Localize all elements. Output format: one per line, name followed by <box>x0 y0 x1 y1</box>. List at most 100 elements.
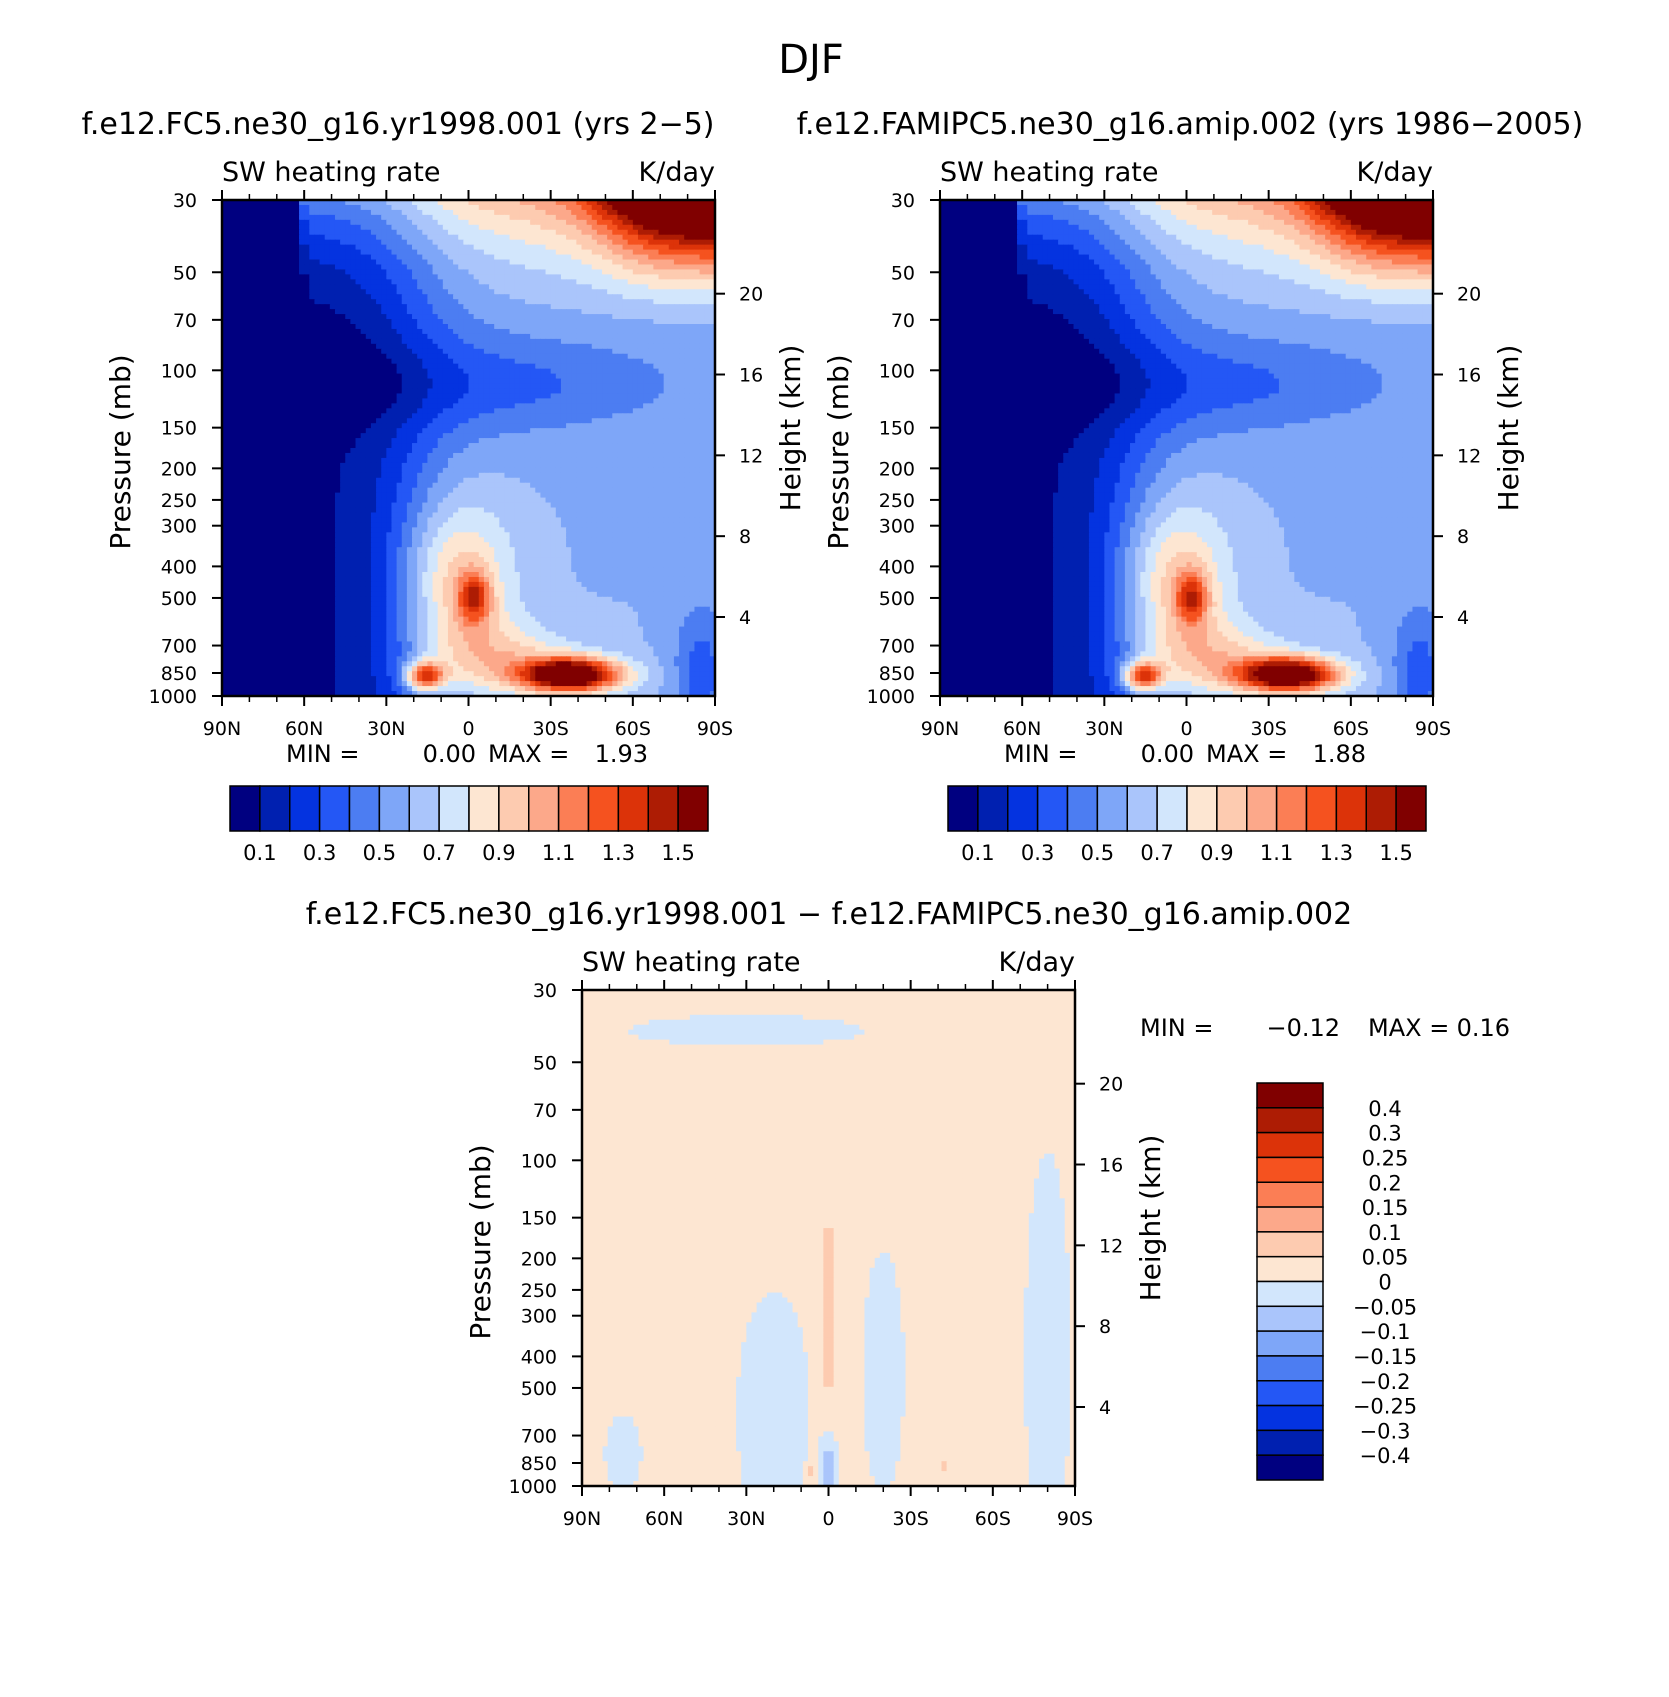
contour-cell <box>643 274 649 280</box>
contour-cell <box>232 235 238 241</box>
contour-cell <box>653 250 659 256</box>
contour-cell <box>484 274 490 280</box>
contour-cell <box>607 225 613 231</box>
contour-cell <box>515 240 521 246</box>
contour-cell <box>422 245 428 251</box>
contour-cell <box>422 240 428 246</box>
contour-cell <box>515 255 521 261</box>
contour-cell <box>227 289 233 295</box>
contour-cell <box>489 230 495 236</box>
contour-cell <box>700 205 706 211</box>
contour-cell <box>397 245 403 251</box>
contour-cell <box>535 230 541 236</box>
contour-cell <box>366 205 372 211</box>
contour-cell <box>581 250 587 256</box>
contour-cell <box>263 264 269 270</box>
contour-cell <box>453 220 459 226</box>
contour-cell <box>499 284 505 290</box>
contour-cell <box>448 294 454 300</box>
contour-cell <box>453 260 459 266</box>
contour-cell <box>607 220 613 226</box>
contour-cell <box>566 205 572 211</box>
contour-cell <box>566 240 572 246</box>
contour-cell <box>469 255 475 261</box>
contour-cell <box>273 205 279 211</box>
contour-cell <box>540 230 546 236</box>
contour-cell <box>345 225 351 231</box>
contour-cell <box>551 250 557 256</box>
contour-cell <box>402 220 408 226</box>
contour-cell <box>340 269 346 275</box>
contour-cell <box>504 284 510 290</box>
contour-cell <box>386 264 392 270</box>
contour-cell <box>540 205 546 211</box>
contour-cell <box>335 205 341 211</box>
figure-title: DJF <box>778 37 844 83</box>
contour-cell <box>422 255 428 261</box>
contour-cell <box>612 255 618 261</box>
contour-cell <box>684 250 690 256</box>
contour-cell <box>320 299 326 305</box>
contour-cell <box>237 289 243 295</box>
contour-cell <box>525 205 531 211</box>
contour-cell <box>581 294 587 300</box>
contour-cell <box>587 279 593 285</box>
contour-cell <box>689 255 695 261</box>
contour-cell <box>643 240 649 246</box>
contour-cell <box>530 269 536 275</box>
contour-cell <box>612 220 618 226</box>
contour-cell <box>330 289 336 295</box>
contour-cell <box>397 274 403 280</box>
contour-cell <box>253 240 259 246</box>
contour-cell <box>309 205 315 211</box>
contour-cell <box>397 289 403 295</box>
contour-cell <box>268 264 274 270</box>
contour-cell <box>664 235 670 241</box>
contour-cell <box>350 245 356 251</box>
contour-cell <box>268 260 274 266</box>
contour-cell <box>273 260 279 266</box>
contour-cell <box>597 255 603 261</box>
contour-cell <box>540 250 546 256</box>
contour-cell <box>407 230 413 236</box>
contour-cell <box>705 210 711 216</box>
contour-cell <box>623 274 629 280</box>
contour-cell <box>659 245 665 251</box>
contour-cell <box>304 215 310 221</box>
contour-cell <box>427 235 433 241</box>
contour-cell <box>232 210 238 216</box>
contour-cell <box>294 220 300 226</box>
contour-cell <box>510 205 516 211</box>
contour-cell <box>299 230 305 236</box>
contour-cell <box>243 215 249 221</box>
contour-cell <box>458 235 464 241</box>
contour-cell <box>356 220 362 226</box>
contour-cell <box>340 274 346 280</box>
contour-cell <box>633 220 639 226</box>
contour-cell <box>381 269 387 275</box>
contour-cell <box>664 284 670 290</box>
contour-cell <box>278 210 284 216</box>
contour-cell <box>643 279 649 285</box>
contour-cell <box>494 274 500 280</box>
contour-cell <box>356 289 362 295</box>
contour-cell <box>376 220 382 226</box>
contour-cell <box>263 245 269 251</box>
contour-cell <box>510 220 516 226</box>
contour-cell <box>443 220 449 226</box>
contour-cell <box>248 235 254 241</box>
contour-cell <box>273 235 279 241</box>
contour-cell <box>386 284 392 290</box>
contour-cell <box>453 264 459 270</box>
contour-cell <box>417 235 423 241</box>
contour-cell <box>412 264 418 270</box>
contour-cell <box>253 215 259 221</box>
contour-cell <box>540 210 546 216</box>
contour-cell <box>556 210 562 216</box>
contour-cell <box>525 230 531 236</box>
contour-cell <box>299 260 305 266</box>
contour-cell <box>607 269 613 275</box>
contour-cell <box>237 294 243 300</box>
contour-cell <box>617 205 623 211</box>
contour-cell <box>479 274 485 280</box>
